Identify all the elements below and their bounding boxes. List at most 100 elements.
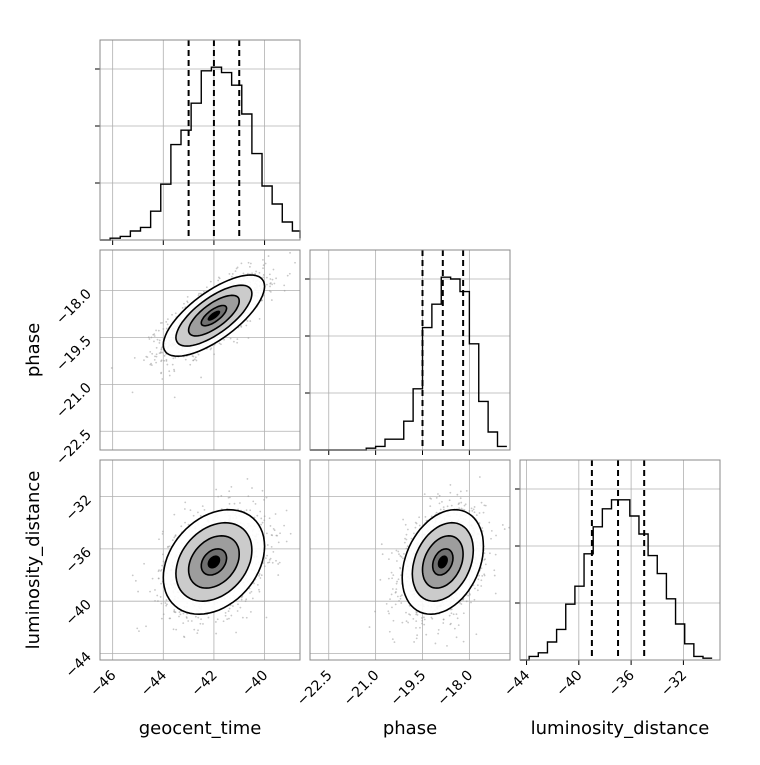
scatter-point	[380, 543, 383, 546]
scatter-point	[267, 561, 269, 564]
histogram-step	[520, 499, 713, 661]
scatter-point	[450, 504, 453, 507]
scatter-point	[155, 346, 158, 349]
scatter-point	[265, 616, 268, 619]
scatter-point	[247, 495, 250, 498]
scatter-point	[244, 600, 247, 603]
scatter-point	[399, 597, 402, 600]
scatter-point	[391, 577, 394, 580]
scatter-point	[483, 552, 486, 555]
scatter-point	[241, 616, 244, 619]
scatter-point	[136, 627, 139, 630]
scatter-point	[165, 360, 168, 362]
scatter-point	[214, 621, 217, 623]
scatter-point	[174, 312, 177, 315]
scatter-point	[258, 574, 260, 577]
scatter-point	[262, 274, 265, 276]
scatter-point	[480, 585, 483, 587]
scatter-point	[138, 630, 140, 633]
scatter-point	[475, 633, 478, 636]
scatter-point	[173, 368, 175, 371]
scatter-point	[220, 494, 223, 497]
scatter-point	[260, 523, 263, 526]
contour-line	[175, 521, 253, 603]
scatter-point	[263, 519, 266, 522]
scatter-point	[405, 611, 407, 614]
scatter-point	[258, 590, 261, 593]
scatter-point	[161, 378, 164, 380]
histogram-panel-phase	[305, 250, 510, 455]
scatter-point	[162, 553, 164, 556]
scatter-point	[442, 622, 445, 624]
scatter-point	[455, 613, 458, 616]
scatter-point	[464, 503, 467, 506]
scatter-point	[481, 530, 484, 532]
scatter-point	[266, 544, 269, 546]
scatter-point	[413, 532, 415, 535]
scatter-point	[390, 552, 393, 554]
scatter-point	[165, 604, 168, 607]
scatter-point	[253, 516, 256, 519]
scatter-point	[415, 620, 418, 623]
scatter-point	[157, 329, 160, 332]
scatter-point	[258, 588, 260, 591]
scatter-point	[192, 514, 195, 517]
scatter-point	[202, 623, 204, 625]
scatter-point	[168, 374, 171, 377]
scatter-point	[251, 597, 254, 600]
scatter-point	[159, 596, 162, 598]
scatter-point	[494, 553, 497, 556]
scatter-point	[160, 348, 163, 351]
scatter-point	[226, 618, 229, 621]
scatter-point	[158, 538, 160, 541]
x-tick-label: −18.0	[435, 668, 477, 710]
scatter-point	[450, 608, 453, 611]
scatter-point	[423, 493, 426, 496]
panel-content	[310, 460, 510, 660]
scatter-point	[439, 508, 442, 511]
scatter-point	[438, 502, 441, 505]
scatter-point	[289, 251, 291, 254]
scatter-point	[245, 324, 248, 327]
scatter-point	[262, 276, 264, 279]
scatter-point	[217, 279, 220, 282]
scatter-point	[471, 509, 474, 512]
scatter-point	[166, 363, 169, 366]
scatter-point	[387, 558, 390, 560]
scatter-point	[402, 518, 404, 521]
scatter-point	[149, 363, 152, 366]
scatter-point	[265, 276, 268, 279]
scatter-point	[399, 566, 401, 569]
scatter-point	[182, 612, 185, 615]
scatter-point	[482, 511, 485, 514]
scatter-point	[263, 498, 265, 501]
scatter-point	[164, 602, 167, 604]
scatter-point	[187, 523, 190, 526]
scatter-point	[401, 621, 404, 624]
scatter-point	[423, 618, 426, 621]
scatter-point	[163, 359, 166, 362]
scatter-point	[399, 555, 402, 557]
scatter-point	[463, 508, 466, 511]
scatter-point	[398, 553, 400, 556]
scatter-point	[501, 524, 504, 526]
scatter-point	[408, 613, 410, 616]
scatter-point	[415, 613, 418, 616]
scatter-point	[183, 508, 186, 510]
scatter-point	[395, 588, 398, 591]
scatter-point	[455, 636, 458, 639]
scatter-point	[265, 496, 268, 499]
contour-line	[200, 548, 228, 576]
scatter-point	[217, 495, 220, 498]
scatter-point	[431, 617, 434, 620]
scatter-point	[269, 282, 272, 284]
scatter-point	[404, 523, 407, 526]
scatter-point	[227, 610, 230, 613]
scatter-point	[403, 541, 406, 544]
x-tick-label: −21.0	[341, 668, 383, 710]
density-frame	[309, 459, 511, 661]
scatter-point	[181, 307, 184, 309]
scatter-point	[162, 328, 165, 330]
scatter-point	[289, 532, 292, 535]
scatter-point	[475, 514, 478, 516]
